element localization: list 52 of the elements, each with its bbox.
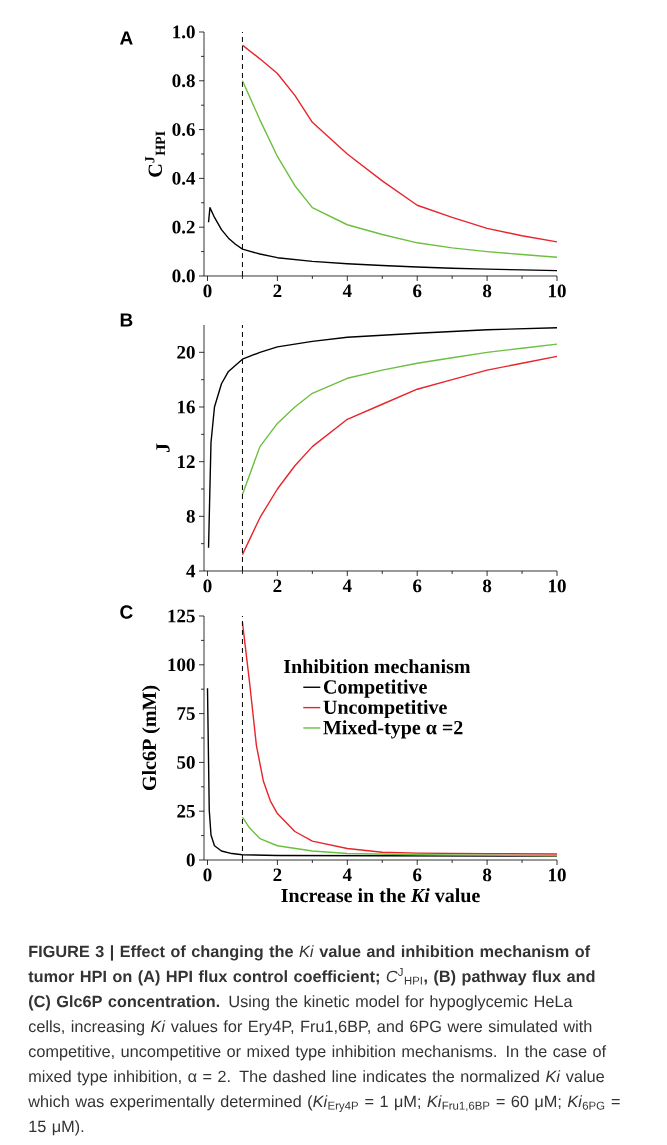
x-tick-label: 0 — [203, 868, 212, 882]
x-tick-label: 8 — [482, 579, 492, 593]
line-series — [241, 816, 558, 857]
legend-label: Uncompetitive — [323, 699, 447, 719]
x-axis-title: Increase in the Ki value — [281, 888, 480, 903]
chart-title: A — [119, 31, 133, 45]
x-tick-label: 2 — [273, 579, 282, 593]
y-tick-label: 50 — [177, 755, 195, 769]
legend-label: Mixed-type α =2 — [323, 720, 463, 739]
x-tick-label: 6 — [413, 868, 422, 882]
y-tick-label: 4 — [186, 564, 196, 578]
x-tick-label: 2 — [273, 868, 282, 882]
x-tick-label: 6 — [413, 284, 422, 298]
x-tick-label: 6 — [413, 579, 422, 593]
y-axis-title: J — [156, 443, 170, 453]
y-tick-label: 20 — [177, 345, 195, 359]
x-tick-label: 8 — [482, 868, 492, 882]
y-tick-label: 0.2 — [172, 220, 195, 234]
x-tick-label: 0 — [203, 579, 212, 593]
y-tick-label: 0.4 — [172, 171, 196, 185]
y-tick-label: 125 — [168, 609, 195, 623]
y-tick-label: 0.8 — [172, 74, 195, 88]
y-tick-label: 8 — [186, 509, 195, 523]
legend-title: Inhibition mechanism — [283, 659, 471, 674]
legend-label: Competitive — [323, 679, 427, 698]
x-tick-label: 8 — [482, 284, 492, 298]
chart-title: B — [120, 313, 133, 327]
line-series — [241, 355, 558, 556]
y-tick-label: 75 — [177, 707, 195, 720]
y-axis-title: C$^{J}$HPI — [145, 131, 165, 177]
x-tick-label: 4 — [342, 284, 352, 298]
y-axis-title: Glc6P (mM) — [142, 685, 161, 791]
line-series — [241, 343, 558, 496]
y-tick-label: 16 — [178, 400, 195, 414]
y-tick-label: 0.6 — [172, 123, 195, 137]
y-tick-label: 0.0 — [172, 269, 195, 283]
line-series — [241, 44, 558, 243]
line-series — [241, 80, 558, 258]
x-tick-label: 10 — [549, 284, 566, 298]
y-tick-label: 25 — [177, 804, 195, 818]
x-tick-label: 4 — [342, 579, 352, 593]
text: FIGURE 3 | Effect of changing the Ki value and inhibition mechanism of tumor HPI on (A) HPI flux control coefficient; C$^{J}$$_{HPI}$, (B) pathway flux and (C) Glc6P concentration. Using the kinetic model for hypoglycemic HeLa cells, increasing Ki values for Ery4P, Fru1,6BP, and 6PG were simulated with competitive, uncompetitive or mixed type inhibition mechanisms. In the case of mixed type inhibition, α = 2. The dashed line indicates the normalized Ki value which was experimentally determined (Ki$_{Ery4P}$ = 1 μM; Ki$_{Fru1,6BP}$ = 60 μM; Ki$_{6PG}$ = 15 μM). — [28, 945, 620, 1136]
y-tick-label: 100 — [168, 658, 195, 672]
y-tick-label: 0 — [186, 853, 195, 867]
x-tick-label: 2 — [273, 284, 282, 298]
x-tick-label: 4 — [342, 868, 352, 882]
x-tick-label: 10 — [549, 868, 566, 882]
x-tick-label: 10 — [549, 579, 566, 593]
chart-title: C — [120, 605, 133, 619]
x-tick-label: 0 — [203, 284, 212, 298]
y-tick-label: 1.0 — [173, 25, 195, 39]
y-tick-label: 12 — [178, 455, 195, 468]
